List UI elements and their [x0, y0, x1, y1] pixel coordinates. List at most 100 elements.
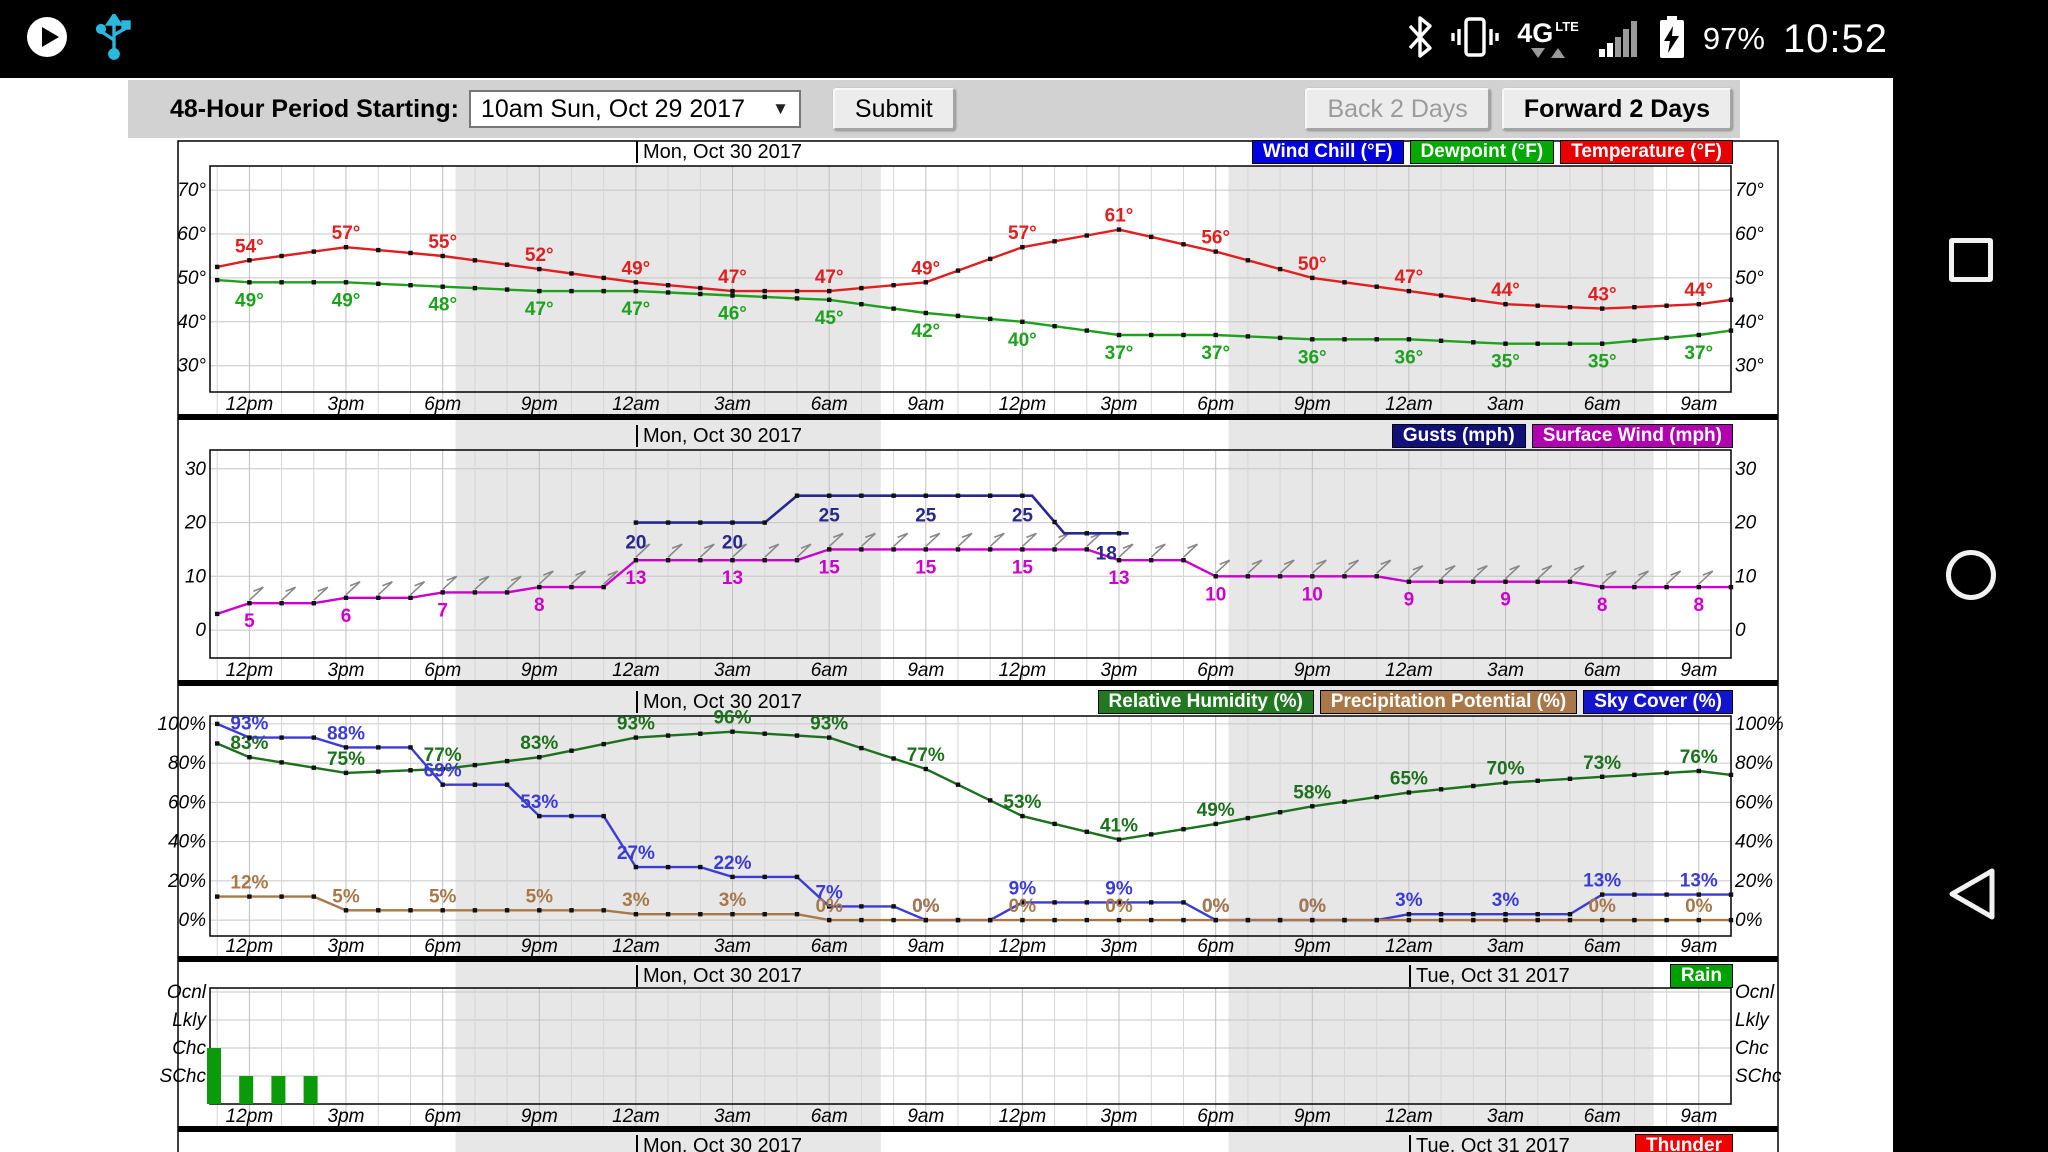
svg-text:8: 8 — [534, 595, 545, 616]
svg-text:73%: 73% — [1583, 753, 1621, 774]
legend-row-wind: Gusts (mph) Surface Wind (mph) — [1391, 424, 1733, 448]
svg-text:45°: 45° — [815, 308, 844, 329]
svg-text:57°: 57° — [1008, 223, 1037, 244]
svg-text:3pm: 3pm — [1101, 394, 1138, 415]
period-select-value: 10am Sun, Oct 29 2017 — [480, 94, 745, 123]
browser-page: 48-Hour Period Starting: 10am Sun, Oct 2… — [0, 78, 1893, 1152]
svg-text:12pm: 12pm — [226, 936, 274, 957]
svg-text:3%: 3% — [1395, 890, 1423, 911]
svg-text:3pm: 3pm — [328, 660, 365, 681]
svg-text:10: 10 — [1302, 584, 1323, 605]
svg-text:25: 25 — [1012, 506, 1034, 527]
svg-text:13%: 13% — [1680, 871, 1718, 892]
svg-text:10: 10 — [185, 566, 207, 587]
svg-text:9: 9 — [1500, 590, 1511, 611]
svg-text:3pm: 3pm — [328, 936, 365, 957]
svg-text:0%: 0% — [1588, 896, 1616, 917]
svg-text:Ocnl: Ocnl — [1735, 982, 1775, 1003]
dropdown-arrow-icon: ▼ — [772, 99, 789, 118]
svg-text:Lkly: Lkly — [172, 1010, 207, 1031]
svg-text:6am: 6am — [1584, 936, 1621, 957]
forward-2-days-button[interactable]: Forward 2 Days — [1501, 88, 1732, 130]
svg-text:9pm: 9pm — [521, 660, 558, 681]
svg-text:9pm: 9pm — [521, 1106, 558, 1127]
legend-wind-chill-f-: Wind Chill (°F) — [1251, 140, 1404, 164]
legend-relative-humidity-: Relative Humidity (%) — [1097, 690, 1314, 714]
svg-text:20%: 20% — [167, 871, 206, 892]
home-button-icon[interactable] — [1945, 550, 1996, 600]
svg-text:0%: 0% — [179, 910, 207, 931]
recents-button-icon[interactable] — [1948, 238, 1993, 282]
svg-text:9%: 9% — [1105, 878, 1133, 899]
play-icon — [26, 16, 68, 63]
svg-text:13%: 13% — [1583, 871, 1621, 892]
svg-text:25: 25 — [819, 506, 841, 527]
svg-text:43°: 43° — [1588, 285, 1617, 306]
svg-text:20: 20 — [1734, 513, 1757, 534]
svg-text:6pm: 6pm — [1197, 936, 1234, 957]
svg-text:35°: 35° — [1491, 352, 1520, 373]
svg-text:70°: 70° — [1735, 180, 1764, 201]
svg-text:3pm: 3pm — [328, 394, 365, 415]
svg-text:20: 20 — [184, 513, 207, 534]
svg-text:58%: 58% — [1293, 782, 1331, 803]
svg-text:3am: 3am — [1487, 394, 1524, 415]
legend-row-rain: Rain — [1669, 964, 1733, 988]
svg-text:48°: 48° — [428, 295, 457, 316]
svg-text:75%: 75% — [327, 749, 365, 770]
legend-surface-wind-mph-: Surface Wind (mph) — [1531, 424, 1733, 448]
svg-text:12pm: 12pm — [999, 936, 1047, 957]
network-type-icon: 4G LTE — [1517, 20, 1579, 58]
svg-text:6pm: 6pm — [1197, 394, 1234, 415]
svg-text:60%: 60% — [168, 792, 206, 813]
svg-text:41%: 41% — [1100, 816, 1138, 837]
svg-text:5%: 5% — [332, 886, 360, 907]
svg-text:42°: 42° — [911, 321, 940, 342]
svg-text:25: 25 — [915, 506, 937, 527]
svg-text:30: 30 — [185, 459, 207, 480]
svg-text:80%: 80% — [1735, 753, 1773, 774]
svg-text:9pm: 9pm — [1294, 1106, 1331, 1127]
svg-text:36°: 36° — [1298, 347, 1327, 368]
date-label-wind: Mon, Oct 30 2017 — [636, 425, 802, 447]
svg-text:57°: 57° — [332, 223, 361, 244]
svg-text:12am: 12am — [1385, 660, 1433, 681]
svg-text:49°: 49° — [911, 258, 940, 279]
svg-text:47°: 47° — [815, 267, 844, 288]
svg-text:6am: 6am — [811, 936, 848, 957]
svg-text:40%: 40% — [168, 832, 206, 853]
svg-text:12am: 12am — [612, 660, 660, 681]
svg-text:37°: 37° — [1684, 343, 1713, 364]
svg-text:50°: 50° — [177, 268, 206, 289]
svg-text:40°: 40° — [1735, 312, 1764, 333]
svg-text:6am: 6am — [1584, 1106, 1621, 1127]
svg-text:3pm: 3pm — [1101, 660, 1138, 681]
svg-text:3%: 3% — [719, 890, 747, 911]
svg-text:93%: 93% — [617, 714, 655, 735]
svg-text:37°: 37° — [1105, 343, 1134, 364]
svg-text:5%: 5% — [429, 886, 457, 907]
svg-text:20: 20 — [722, 533, 743, 554]
submit-button[interactable]: Submit — [832, 88, 955, 130]
legend-thunder: Thunder — [1635, 1134, 1733, 1152]
svg-text:9am: 9am — [1680, 394, 1717, 415]
legend-rain: Rain — [1669, 964, 1733, 988]
back-2-days-button[interactable]: Back 2 Days — [1305, 88, 1490, 130]
svg-text:Ocnl: Ocnl — [167, 982, 207, 1003]
svg-text:0%: 0% — [1105, 896, 1133, 917]
svg-text:83%: 83% — [520, 733, 558, 754]
svg-text:9am: 9am — [907, 1106, 944, 1127]
period-select[interactable]: 10am Sun, Oct 29 2017 ▼ — [468, 90, 801, 128]
svg-text:15: 15 — [819, 557, 841, 578]
svg-text:50°: 50° — [1735, 268, 1764, 289]
svg-text:3%: 3% — [622, 890, 650, 911]
svg-text:44°: 44° — [1684, 280, 1713, 301]
svg-text:15: 15 — [915, 557, 937, 578]
legend-sky-cover-: Sky Cover (%) — [1583, 690, 1733, 714]
back-button-icon[interactable] — [1944, 866, 1998, 927]
svg-text:70%: 70% — [1486, 759, 1524, 780]
svg-text:3pm: 3pm — [328, 1106, 365, 1127]
svg-text:30°: 30° — [177, 356, 206, 377]
svg-text:9am: 9am — [1680, 1106, 1717, 1127]
svg-text:0%: 0% — [1009, 896, 1037, 917]
